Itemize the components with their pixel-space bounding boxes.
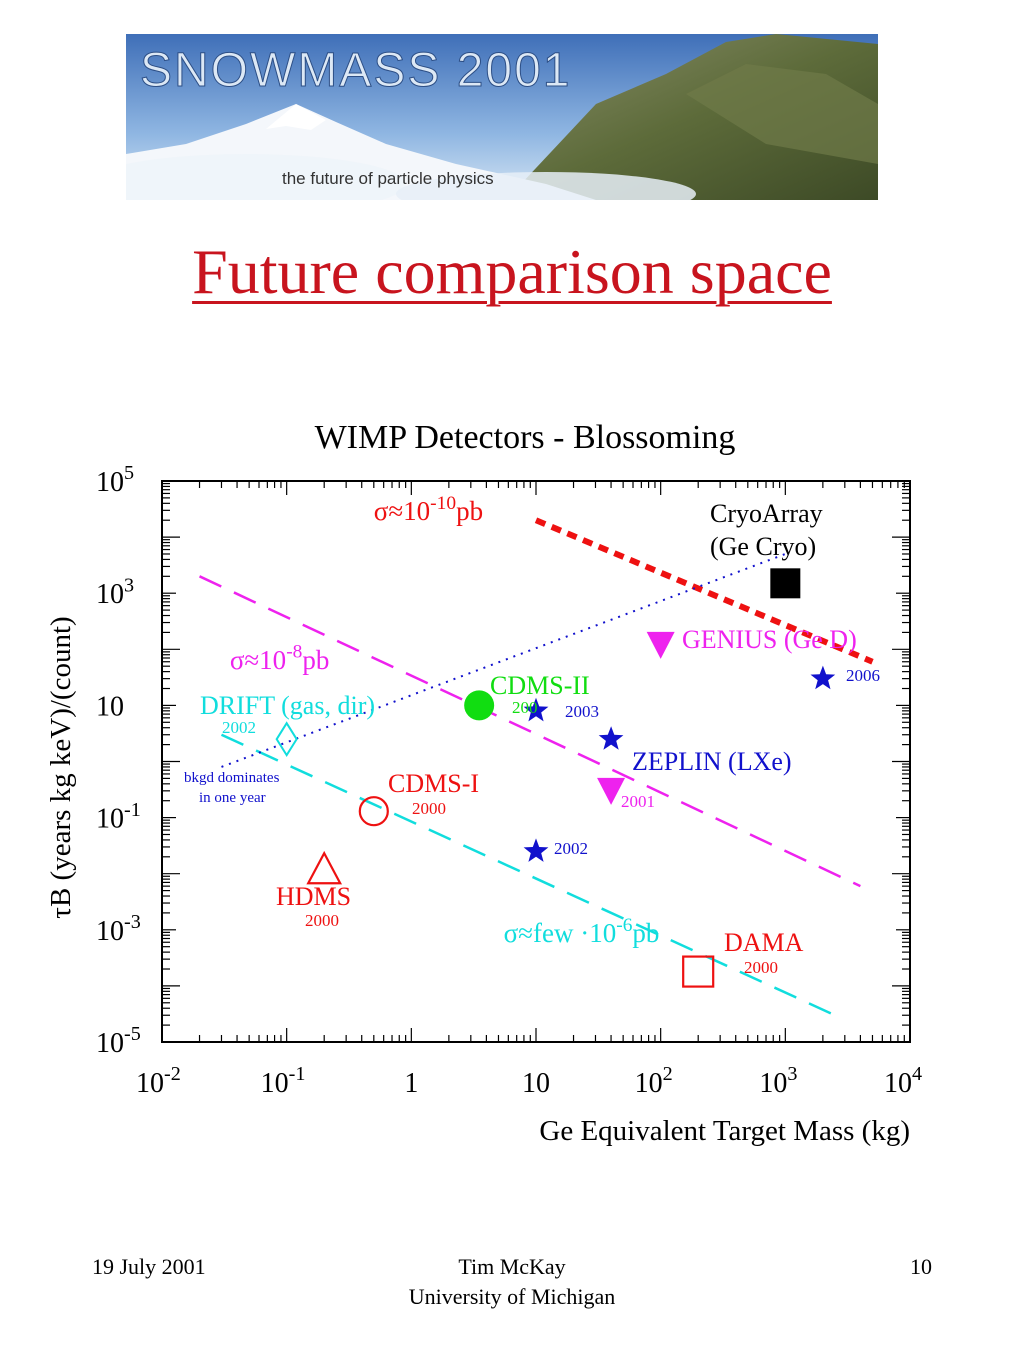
- chart-container: WIMP Detectors - Blossoming 10-2 10-1 1 10 10…: [0, 400, 1024, 1160]
- line-label-sigma-1e-8-exp: -8: [286, 641, 302, 662]
- annotation-cryoarray-label: CryoArray: [710, 499, 823, 528]
- marker-drift-2002: [275, 721, 298, 758]
- y-tick-label-base: 10: [96, 804, 124, 835]
- y-tick-label: 10-1: [96, 799, 141, 835]
- x-tick-label: 103: [759, 1063, 797, 1099]
- marker-cdms-ii: [464, 690, 495, 721]
- annotation-year-cdms-ii: 200: [512, 698, 538, 717]
- marker-cryoarray: [770, 568, 801, 599]
- line-label-sigma-few-1e-6-post: pb: [632, 918, 659, 948]
- x-tick-label: 10-1: [261, 1063, 306, 1099]
- line-label-sigma-1e-10: σ≈10-10pb: [374, 493, 483, 526]
- annotation-year-2002: 2002: [554, 839, 588, 858]
- banner-graphic: SNOWMASS 2001 the future of particle phy…: [126, 34, 878, 200]
- banner-tagline: the future of particle physics: [282, 169, 494, 188]
- slide-title: Future comparison space: [192, 236, 832, 307]
- marker-zeplin-2006: [810, 665, 836, 690]
- x-tick-label-base: 10: [759, 1068, 787, 1099]
- annotation-hdms-label: HDMS: [276, 882, 351, 911]
- footer-presenter: Tim McKay: [458, 1254, 566, 1279]
- x-tick-label: 102: [635, 1063, 673, 1099]
- marker-zeplin-2002: [523, 838, 549, 862]
- y-tick-label-exp: -3: [124, 911, 141, 933]
- marker-zeplin-2001: [523, 697, 549, 722]
- annotation-genius-label: GENIUS (Ge D): [682, 625, 857, 654]
- marker-cdms-i: [358, 796, 389, 827]
- annotation-bkgd-label-1: bkgd dominates: [184, 770, 280, 786]
- snowmass-banner: SNOWMASS 2001 the future of particle phy…: [126, 34, 878, 200]
- series-line-0: [534, 517, 874, 665]
- x-tick-label-base: 10: [884, 1068, 912, 1099]
- footer-affiliation: University of Michigan: [408, 1284, 616, 1309]
- x-tick-label-base: 10: [522, 1068, 550, 1099]
- y-tick-label: 10: [96, 691, 124, 722]
- y-tick-label-exp: 5: [124, 462, 134, 484]
- x-tick-label-exp: 4: [912, 1063, 922, 1085]
- marker-genius: [646, 631, 675, 659]
- x-tick-label: 1: [404, 1068, 418, 1099]
- line-label-sigma-1e-10-post: pb: [456, 496, 483, 526]
- x-axis-label: Ge Equivalent Target Mass (kg): [539, 1115, 910, 1147]
- annotation-cdms-ii-label: CDMS-II: [490, 671, 590, 700]
- x-tick-label-base: 10: [635, 1068, 663, 1099]
- annotation-year-dama: 2000: [744, 958, 778, 977]
- annotation-dama-label: DAMA: [724, 928, 804, 957]
- y-axis-label: τB (years kg keV)/(count): [45, 616, 77, 918]
- y-tick-label-exp: -5: [124, 1023, 141, 1045]
- annotation-zeplin-label: ZEPLIN (LXe): [632, 747, 792, 776]
- line-label-sigma-few-1e-6: σ≈few ·10-6pb: [504, 915, 660, 948]
- plot-frame: [161, 480, 911, 1043]
- annotation-cdms-i-label: CDMS-I: [388, 769, 479, 798]
- x-tick-label: 10: [522, 1068, 550, 1099]
- x-tick-label-exp: 2: [663, 1063, 673, 1085]
- annotation-year-2001: 2001: [621, 792, 655, 811]
- x-tick-label-exp: -1: [289, 1063, 306, 1085]
- line-label-sigma-1e-10-exp: -10: [430, 493, 456, 514]
- x-tick-label: 104: [884, 1063, 922, 1099]
- footer-presenter-block: Tim McKay University of Michigan: [312, 1252, 712, 1312]
- x-tick-label-exp: 3: [787, 1063, 797, 1085]
- y-tick-label-base: 10: [96, 916, 124, 947]
- marker-dama: [682, 955, 715, 988]
- y-tick-label: 10-3: [96, 911, 141, 947]
- annotation-bkgd-label-2: in one year: [199, 790, 266, 806]
- line-label-sigma-few-1e-6-base: σ≈few ·10: [504, 918, 617, 948]
- x-tick-label-base: 10: [136, 1068, 164, 1099]
- footer-date: 19 July 2001: [92, 1254, 206, 1279]
- marker-zeplin-2003: [598, 726, 624, 750]
- annotation-year-2003: 2003: [565, 702, 599, 721]
- y-tick-label: 105: [96, 462, 134, 498]
- x-tick-label-base: 1: [404, 1068, 418, 1099]
- x-tick-label: 10-2: [136, 1063, 181, 1099]
- annotation-year-2006: 2006: [846, 666, 880, 685]
- y-tick-label: 103: [96, 574, 134, 610]
- y-tick-label-exp: 3: [124, 574, 134, 596]
- y-tick-label-base: 10: [96, 691, 124, 722]
- x-tick-label-base: 10: [261, 1068, 289, 1099]
- y-tick-label: 10-5: [96, 1023, 141, 1059]
- annotation-cryo-label-2: (Ge Cryo): [710, 532, 816, 561]
- annotation-year-drift: 2002: [222, 718, 256, 737]
- y-tick-label-base: 10: [96, 579, 124, 610]
- x-tick-label-exp: -2: [164, 1063, 181, 1085]
- line-label-sigma-1e-10-base: σ≈10: [374, 496, 430, 526]
- banner-logo-text: SNOWMASS 2001: [140, 44, 571, 97]
- line-label-sigma-few-1e-6-exp: -6: [616, 915, 632, 936]
- annotation-year-hdms: 2000: [305, 911, 339, 930]
- chart-title: WIMP Detectors - Blossoming: [315, 419, 736, 456]
- annotation-drift-label: DRIFT (gas, dir): [200, 691, 375, 720]
- y-tick-label-base: 10: [96, 467, 124, 498]
- annotation-year-cdms-i: 2000: [412, 799, 446, 818]
- line-label-sigma-1e-8-base: σ≈10: [230, 645, 286, 675]
- series-line-1: [198, 575, 861, 888]
- marker-hdms: [306, 850, 343, 885]
- y-tick-label-exp: -1: [124, 799, 141, 821]
- marker-genius-2001: [597, 777, 626, 805]
- footer-page-number: 10: [910, 1254, 932, 1279]
- line-label-sigma-1e-8: σ≈10-8pb: [230, 641, 330, 674]
- y-tick-label-base: 10: [96, 1028, 124, 1059]
- line-label-sigma-1e-8-post: pb: [302, 645, 329, 675]
